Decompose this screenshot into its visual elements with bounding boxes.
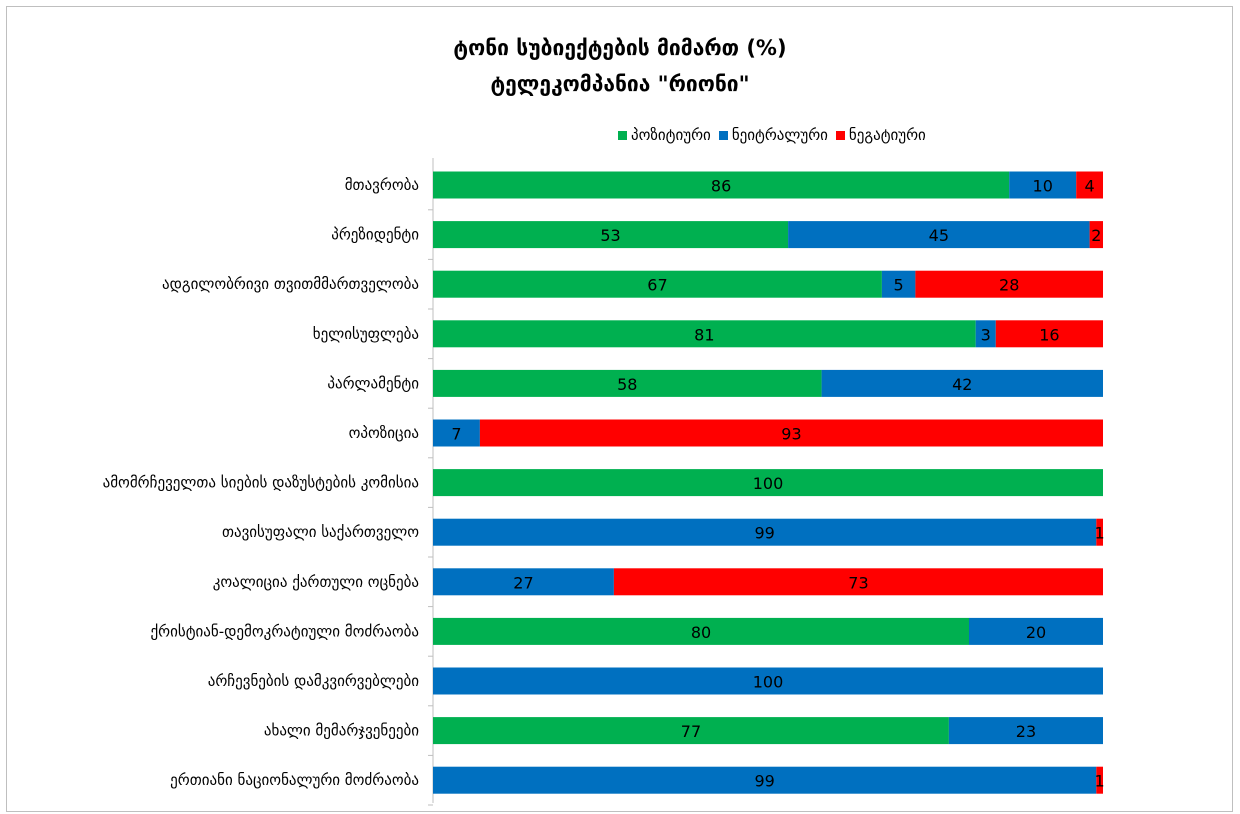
data-label-neutral: 23 [1016, 722, 1036, 741]
data-label-positive: 81 [694, 325, 714, 344]
bar-segment-negative [915, 270, 1103, 298]
data-label-neutral: 99 [754, 524, 774, 543]
category-label: პრეზიდენტი [331, 226, 419, 244]
data-label-positive: 100 [753, 474, 784, 493]
bar-segment-neutral [433, 667, 1103, 695]
bar-segment-negative [1096, 518, 1103, 546]
bar-segment-positive [433, 617, 969, 645]
data-label-positive: 58 [617, 375, 637, 394]
bar-segment-negative [1096, 766, 1103, 794]
data-label-negative: 16 [1039, 325, 1059, 344]
legend-item-negative: ნეგატიური [835, 126, 926, 144]
bar-segment-negative [613, 568, 1103, 596]
bar-segment-positive [433, 717, 949, 745]
legend-label-negative: ნეგატიური [848, 126, 926, 144]
bar-segment-positive [433, 320, 976, 348]
data-label-negative: 1 [1095, 524, 1105, 543]
bar-segment-neutral [433, 419, 480, 447]
chart-title-line-2: ტელეკომპანია "რიონი" [490, 72, 750, 96]
bar-segment-positive [433, 171, 1010, 199]
bar-segment-neutral [975, 320, 996, 348]
data-label-neutral: 10 [1033, 177, 1053, 196]
data-label-positive: 53 [600, 226, 620, 245]
bar-segment-neutral [433, 518, 1097, 546]
legend-label-neutral: ნეიტრალური [731, 126, 828, 144]
data-label-positive: 67 [647, 276, 667, 295]
chart-title: ტონი სუბიექტების მიმართ (%) ტელეკომპანია… [0, 30, 1240, 102]
bar-segment-neutral [433, 766, 1097, 794]
bar-segment-negative [1076, 171, 1103, 199]
category-label: ადგილობრივი თვითმმართველობა [162, 275, 419, 293]
category-label: ოპოზიცია [349, 424, 419, 442]
category-label: მთავრობა [345, 176, 419, 194]
bar-segment-positive [433, 369, 822, 397]
data-label-negative: 1 [1095, 772, 1105, 791]
data-label-neutral: 5 [894, 276, 904, 295]
data-label-positive: 80 [691, 623, 711, 642]
category-label: პარლამენტი [327, 374, 419, 392]
bar-segment-neutral [788, 221, 1090, 249]
data-label-negative: 4 [1085, 177, 1095, 196]
data-label-neutral: 27 [513, 573, 533, 592]
bar-segment-positive [433, 469, 1103, 497]
bar-segment-negative [1089, 221, 1103, 249]
data-label-positive: 86 [711, 177, 731, 196]
category-label: არჩევნების დამკვირვებლები [208, 672, 419, 690]
bar-segment-positive [433, 270, 882, 298]
legend-swatch-neutral [718, 130, 728, 140]
legend-swatch-positive [618, 130, 627, 140]
data-label-neutral: 45 [929, 226, 949, 245]
bar-segment-negative [479, 419, 1103, 447]
data-label-neutral: 20 [1026, 623, 1046, 642]
data-label-neutral: 99 [754, 772, 774, 791]
category-label: კოალიცია ქართული ოცნება [213, 573, 419, 591]
bar-segment-neutral [969, 617, 1103, 645]
data-label-neutral: 7 [451, 425, 461, 444]
data-label-negative: 28 [999, 276, 1019, 295]
bar-segment-negative [995, 320, 1103, 348]
legend-item-neutral: ნეიტრალური [718, 126, 828, 144]
category-label: ქრისტიან-დემოკრატიული მოძრაობა [150, 622, 419, 640]
category-label: თავისუფალი საქართველო [222, 523, 419, 541]
legend-swatch-negative [835, 130, 845, 140]
data-label-neutral: 100 [753, 673, 784, 692]
category-label: ამომრჩეველთა სიების დაზუსტების კომისია [103, 474, 419, 492]
data-label-positive: 77 [681, 722, 701, 741]
bar-segment-neutral [433, 568, 614, 596]
legend-item-positive: პოზიტიური [618, 126, 711, 144]
data-label-negative: 2 [1091, 226, 1101, 245]
bar-segment-neutral [948, 717, 1103, 745]
data-label-neutral: 42 [952, 375, 972, 394]
chart-legend: პოზიტიური ნეიტრალური ნეგატიური [618, 124, 934, 146]
bar-segment-neutral [1009, 171, 1077, 199]
data-label-negative: 93 [781, 425, 801, 444]
bar-segment-positive [433, 221, 789, 249]
bar-segment-neutral [821, 369, 1103, 397]
data-label-neutral: 3 [981, 325, 991, 344]
chart-title-line-1: ტონი სუბიექტების მიმართ (%) [453, 36, 787, 60]
category-label: ხელისუფლება [313, 325, 419, 343]
category-label: ერთიანი ნაციონალური მოძრაობა [170, 771, 419, 789]
bar-segment-neutral [881, 270, 916, 298]
legend-label-positive: პოზიტიური [631, 126, 711, 144]
data-label-negative: 73 [848, 573, 868, 592]
category-label: ახალი მემარჯვენეები [264, 722, 419, 740]
